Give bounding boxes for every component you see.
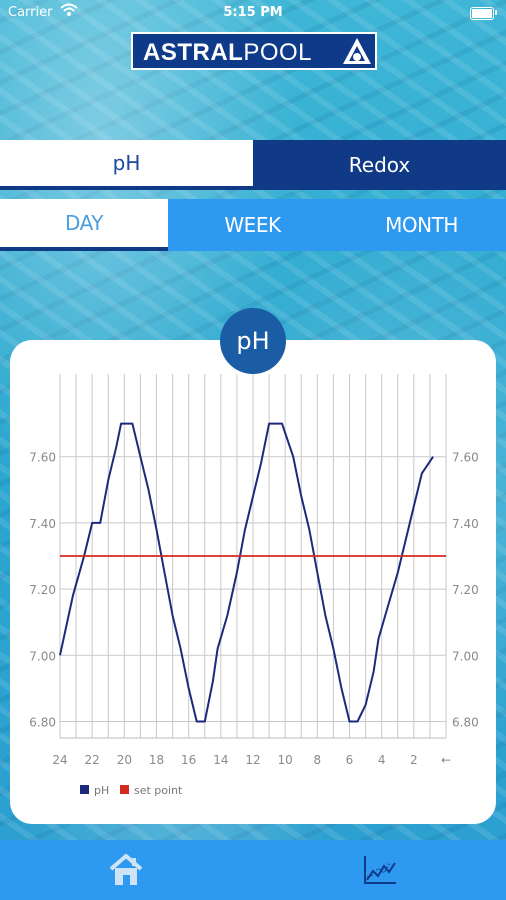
x-tick-label: 12 (245, 753, 260, 767)
line-chart-icon[interactable] (362, 854, 398, 886)
x-tick-label: 2 (410, 753, 418, 767)
x-tick-label: 10 (278, 753, 293, 767)
y-tick-label-right: 7.60 (452, 451, 479, 465)
y-tick-label-left: 7.00 (29, 649, 56, 663)
ph-chart: 7.60 7.60 7.40 7.40 7.20 7.20 7.00 7.00 6.80 6.80… (29, 374, 479, 797)
y-tick-label-left: 7.20 (29, 583, 56, 597)
period-tabs: DAY WEEK MONTH (0, 199, 506, 251)
x-tick-label: 24 (52, 753, 67, 767)
chart-badge: pH (220, 308, 286, 374)
parameter-tabs: pH Redox (0, 140, 506, 190)
battery-icon (470, 7, 494, 20)
y-tick-label-left: 7.40 (29, 517, 56, 531)
logo-mark-icon (343, 38, 371, 64)
x-tick-label: 20 (117, 753, 132, 767)
tab-week[interactable]: WEEK (168, 199, 337, 251)
bottom-tab-bar (0, 840, 506, 900)
ph-series-line (59, 422, 434, 723)
x-tick-label: 16 (181, 753, 196, 767)
tab-day[interactable]: DAY (0, 199, 168, 251)
logo-wordmark: ASTRALPOOL (143, 39, 313, 66)
tab-ph[interactable]: pH (0, 140, 253, 190)
x-tick-label: 6 (346, 753, 354, 767)
y-tick-label-right: 7.40 (452, 517, 479, 531)
y-tick-label-right: 7.00 (452, 649, 479, 663)
legend-label-ph: pH (94, 784, 109, 797)
y-tick-label-right: 6.80 (452, 715, 479, 729)
y-tick-label-left: 6.80 (29, 715, 56, 729)
wifi-icon (60, 3, 78, 21)
legend-swatch-setpoint (120, 785, 129, 794)
tab-redox[interactable]: Redox (253, 140, 506, 190)
home-icon[interactable] (108, 852, 144, 888)
x-tick-label: ← (441, 753, 451, 767)
clock: 5:15 PM (223, 5, 283, 20)
legend-swatch-ph (80, 785, 89, 794)
x-tick-label: 4 (378, 753, 386, 767)
x-tick-label: 22 (85, 753, 100, 767)
x-tick-label: 8 (314, 753, 322, 767)
tab-month[interactable]: MONTH (337, 199, 506, 251)
y-tick-label-right: 7.20 (452, 583, 479, 597)
status-bar: Carrier 5:15 PM (0, 0, 506, 26)
carrier-label: Carrier (8, 5, 53, 20)
x-tick-label: 14 (213, 753, 228, 767)
legend-label-setpoint: set point (134, 784, 183, 797)
y-tick-label-left: 7.60 (29, 451, 56, 465)
x-tick-label: 18 (149, 753, 164, 767)
astralpool-logo: ASTRALPOOL (131, 32, 377, 70)
battery-tip (495, 10, 497, 15)
